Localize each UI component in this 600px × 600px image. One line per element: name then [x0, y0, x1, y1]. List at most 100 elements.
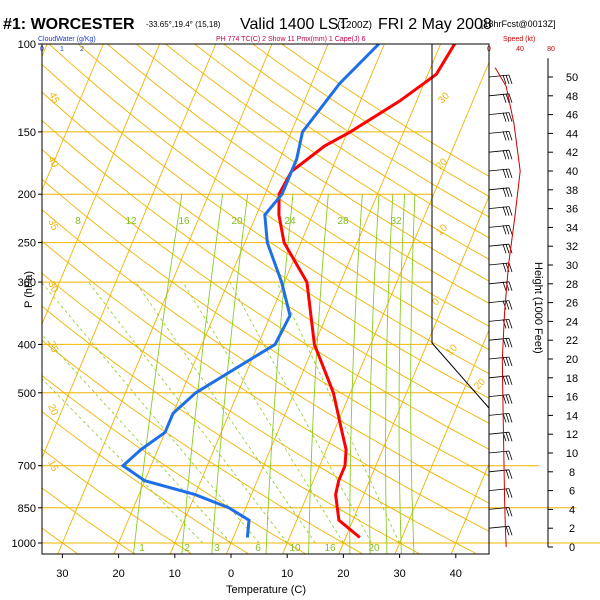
temperature-tick: 10 — [281, 568, 293, 580]
dry-adiabat — [48, 44, 489, 351]
wind-barb-flag — [502, 74, 507, 85]
wind-barb — [488, 450, 510, 454]
temperature-tick: 30 — [393, 568, 405, 580]
mixing-ratio-bottom-label: 20 — [368, 543, 380, 554]
height-tick-34: 34 — [566, 222, 578, 234]
wind-barb-flag — [505, 93, 510, 103]
pressure-tick-250: 250 — [18, 238, 36, 250]
moist-adiabat — [276, 281, 400, 544]
isotherm — [113, 44, 329, 554]
height-tick-40: 40 — [566, 166, 578, 178]
station-title: #1: WORCESTER — [3, 16, 135, 33]
speed-tick: 80 — [547, 46, 555, 53]
wind-barb-flag — [505, 507, 510, 517]
wind-barb-flag — [505, 225, 510, 235]
wind-barb-flag — [505, 394, 510, 404]
cloudwater-tick: 2 — [80, 46, 84, 53]
wind-barb-flag — [505, 300, 510, 310]
cloudwater-tick: 1 — [60, 46, 64, 53]
height-tick-6: 6 — [569, 486, 575, 498]
wind-barb-flag — [508, 150, 513, 160]
isotherm — [57, 44, 273, 554]
wind-barb-flag — [508, 187, 513, 197]
mixing-ratio-line — [265, 194, 294, 554]
dewpoint-profile — [120, 44, 380, 538]
dry-adiabat-lines — [42, 44, 489, 554]
wind-barb-flag — [505, 356, 510, 367]
wind-barb-flag — [502, 356, 507, 367]
pressure-tick-200: 200 — [18, 189, 36, 201]
wind-barb-flag — [508, 432, 513, 442]
dry-adiabat — [77, 44, 489, 327]
pressure-tick-400: 400 — [18, 339, 36, 351]
wind-barb-flag — [505, 74, 510, 85]
height-tick-22: 22 — [566, 335, 578, 347]
valid-time: Valid 1400 LST — [240, 16, 348, 33]
mixing-ratio-bottom-label: 3 — [214, 543, 220, 554]
dry-adiabat — [42, 240, 489, 532]
temperature-tick: 30 — [56, 568, 68, 580]
height-tick-16: 16 — [566, 392, 578, 404]
wind-barb-flag — [502, 300, 507, 310]
mixing-ratio-label: 8 — [75, 216, 81, 227]
moist-adiabat — [182, 281, 344, 544]
wind-barb — [488, 262, 510, 266]
dry-adiabat — [42, 527, 78, 554]
temperature-axis-label: Temperature (C) — [226, 584, 306, 596]
wind-barb-flag — [505, 150, 510, 160]
wind-barb-flag — [502, 93, 507, 103]
wind-barb — [488, 74, 510, 78]
wind-barb-flag — [505, 338, 510, 348]
mixing-ratio-labels: 8 12 16 20 24 28 321 2 3 6 10 16 20 — [75, 216, 402, 554]
dry-adiabat-label: 30 — [45, 280, 60, 295]
dry-adiabat — [107, 44, 489, 304]
wind-barb-flag — [505, 469, 510, 479]
wind-barb-flag — [502, 375, 507, 385]
dry-adiabat — [42, 91, 489, 399]
wind-barb-flag — [508, 450, 513, 461]
height-tick-44: 44 — [566, 128, 578, 140]
wind-barb — [488, 337, 510, 341]
wind-barb — [488, 431, 510, 435]
wind-barbs — [488, 74, 513, 536]
dry-adiabat — [42, 411, 249, 554]
wind-barb-flag — [502, 394, 507, 404]
wind-barb-flag — [502, 168, 507, 179]
dry-adiabat — [42, 209, 489, 504]
moist-adiabat — [135, 281, 316, 544]
wind-barb-flag — [505, 206, 510, 216]
wind-barb-flag — [508, 338, 513, 348]
isotherm-label: 30 — [436, 90, 452, 106]
wind-barb-flag — [508, 206, 513, 216]
temperature-tick: 40 — [450, 568, 462, 580]
dry-adiabat — [42, 148, 489, 450]
dry-adiabat — [42, 305, 420, 554]
height-tick-4: 4 — [569, 504, 575, 516]
wind-barb-flag — [508, 74, 513, 85]
wind-barb-flag — [502, 281, 507, 291]
wind-barb-flag — [508, 262, 513, 273]
height-tick-48: 48 — [566, 91, 578, 103]
dry-adiabat — [42, 178, 489, 477]
wind-barb — [488, 394, 510, 397]
height-tick-46: 46 — [566, 110, 578, 122]
height-tick-0: 0 — [569, 542, 575, 554]
moist-adiabat — [42, 282, 260, 544]
height-tick-20: 20 — [566, 354, 578, 366]
temperature-tick: 20 — [337, 568, 349, 580]
wind-barb-flag — [508, 225, 513, 235]
moist-adiabat — [42, 334, 232, 544]
wind-barb-flag — [505, 319, 510, 329]
pressure-axis-label: P (hPa) — [23, 271, 35, 308]
mixing-ratio-label: 12 — [125, 216, 137, 227]
pressure-axis: 100 150 200 250 300 400 500 700 850 1000 — [12, 39, 42, 550]
isotherm — [226, 44, 441, 554]
height-tick-12: 12 — [566, 429, 578, 441]
mixing-ratio-line — [385, 194, 394, 554]
wind-barb — [488, 187, 510, 191]
mixing-ratio-line — [133, 194, 183, 554]
pressure-tick-100: 100 — [18, 39, 36, 51]
wind-barb-flag — [508, 413, 513, 423]
dry-adiabat — [42, 119, 489, 424]
